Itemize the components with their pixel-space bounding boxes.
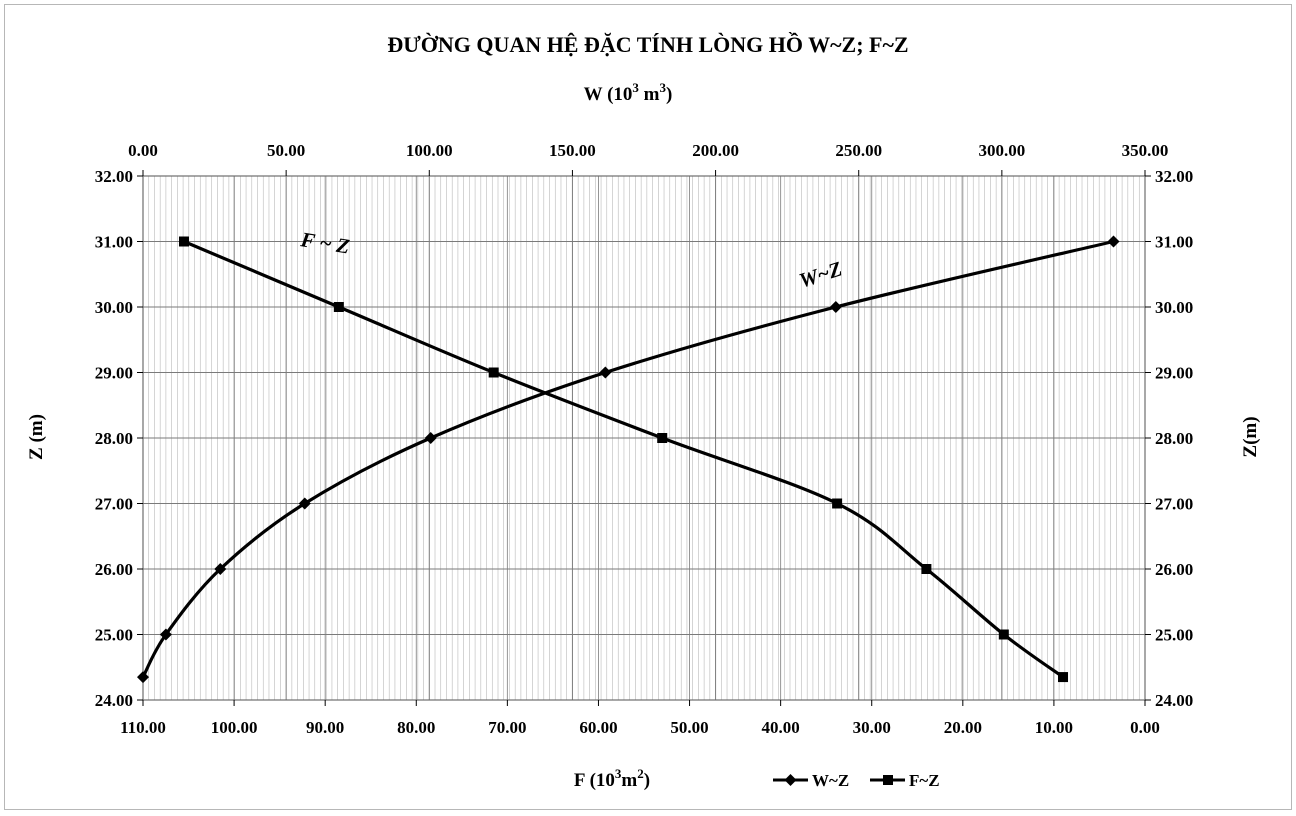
bottom-tick-label: 30.00	[853, 718, 891, 737]
series-layer	[137, 235, 1120, 684]
data-point-w-z	[829, 301, 842, 313]
top-tick-label: 250.00	[835, 141, 882, 160]
left-axis-title: Z (m)	[26, 414, 47, 460]
data-point-f-z	[333, 302, 344, 312]
left-tick-label: 32.00	[95, 167, 133, 186]
top-tick-label: 150.00	[549, 141, 596, 160]
top-axis-title: W (103 m3)	[584, 80, 673, 105]
right-axis-title: Z(m)	[1240, 416, 1261, 457]
legend: W~Z F~Z	[773, 771, 940, 790]
legend-label-w-z: W~Z	[812, 771, 849, 790]
bottom-tick-label: 80.00	[397, 718, 435, 737]
left-tick-label: 26.00	[95, 560, 133, 579]
right-tick-label: 24.00	[1155, 691, 1193, 710]
top-tick-label: 0.00	[128, 141, 158, 160]
left-tick-label: 24.00	[95, 691, 133, 710]
right-tick-label: 28.00	[1155, 429, 1193, 448]
bottom-tick-label: 100.00	[211, 718, 258, 737]
data-point-w-z	[599, 366, 612, 379]
top-tick-label: 200.00	[692, 141, 739, 160]
top-tick-label: 300.00	[978, 141, 1025, 160]
data-point-f-z	[657, 433, 668, 443]
left-tick-label: 31.00	[95, 233, 133, 252]
left-tick-label: 29.00	[95, 364, 133, 383]
tick-labels: 0.00 50.00 100.00 150.00 200.00 250.00 300.00 3…	[95, 141, 1194, 737]
left-tick-label: 28.00	[95, 429, 133, 448]
data-point-f-z	[488, 367, 499, 378]
legend-marker-diamond	[784, 774, 797, 786]
data-point-w-z	[137, 671, 149, 684]
data-point-f-z	[178, 236, 189, 247]
bottom-tick-label: 110.00	[120, 718, 166, 737]
right-tick-label: 25.00	[1155, 626, 1193, 645]
data-point-f-z	[1058, 672, 1069, 683]
data-point-f-z	[998, 629, 1009, 640]
data-point-w-z	[159, 628, 172, 641]
bottom-axis-title: F (103m2)	[574, 766, 650, 791]
legend-label-f-z: F~Z	[909, 771, 940, 790]
data-point-w-z	[1107, 235, 1120, 248]
series-line-f-z	[183, 240, 1064, 679]
bottom-tick-label: 70.00	[488, 718, 526, 737]
bottom-tick-label: 60.00	[579, 718, 617, 737]
right-tick-label: 26.00	[1155, 560, 1193, 579]
curve-label-w-z: W~Z	[796, 256, 845, 292]
series-line-w-z	[141, 239, 1114, 678]
chart-title: ĐƯỜNG QUAN HỆ ĐẶC TÍNH LÒNG HỒ W~Z; F~Z	[387, 32, 908, 57]
bottom-tick-label: 10.00	[1035, 718, 1073, 737]
data-point-w-z	[298, 497, 311, 510]
bottom-tick-label: 20.00	[944, 718, 982, 737]
data-point-f-z	[832, 498, 843, 509]
bottom-tick-label: 40.00	[762, 718, 800, 737]
right-tick-label: 32.00	[1155, 167, 1193, 186]
grid	[142, 175, 1146, 701]
legend-item-w-z: W~Z	[773, 771, 849, 790]
bottom-tick-label: 0.00	[1130, 718, 1160, 737]
chart-border	[4, 4, 1292, 810]
left-tick-label: 30.00	[95, 298, 133, 317]
top-tick-label: 100.00	[406, 141, 453, 160]
data-point-f-z	[921, 564, 932, 574]
right-tick-label: 30.00	[1155, 298, 1193, 317]
right-tick-label: 31.00	[1155, 233, 1193, 252]
bottom-tick-label: 50.00	[670, 718, 708, 737]
right-tick-label: 27.00	[1155, 495, 1193, 514]
top-tick-label: 350.00	[1122, 141, 1169, 160]
left-tick-label: 25.00	[95, 626, 133, 645]
data-point-w-z	[424, 432, 437, 444]
data-point-w-z	[214, 563, 227, 575]
top-tick-label: 50.00	[267, 141, 305, 160]
bottom-tick-label: 90.00	[306, 718, 344, 737]
legend-item-f-z: F~Z	[870, 771, 940, 790]
right-tick-label: 29.00	[1155, 364, 1193, 383]
legend-marker-square	[883, 775, 893, 785]
left-tick-label: 27.00	[95, 495, 133, 514]
